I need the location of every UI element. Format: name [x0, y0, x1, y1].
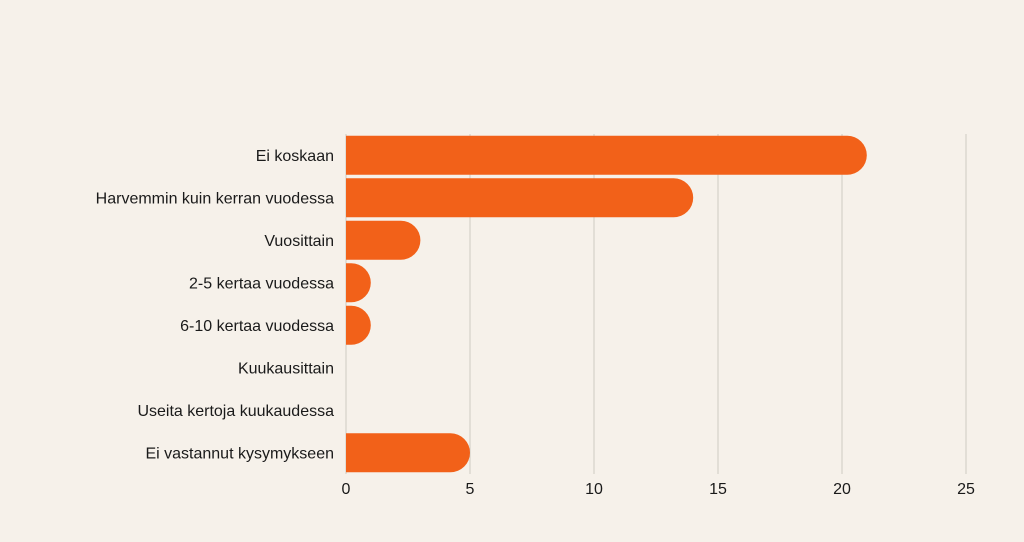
bars: [346, 135, 867, 473]
x-tick-label: 25: [957, 481, 975, 498]
category-label: 2-5 kertaa vuodessa: [189, 275, 334, 292]
category-label: Ei koskaan: [256, 148, 334, 165]
x-tick-label: 0: [342, 481, 351, 498]
category-label: 6-10 kertaa vuodessa: [180, 318, 334, 335]
category-label: Useita kertoja kuukaudessa: [137, 403, 334, 420]
bar-3: [346, 263, 371, 303]
category-label: Kuukausittain: [238, 360, 334, 377]
bar-4: [346, 305, 371, 345]
bar-7: [346, 433, 470, 473]
bar-2: [346, 220, 421, 260]
bar-1: [346, 178, 694, 218]
x-axis-ticks: 0 5 10 15 20 25: [342, 481, 975, 498]
category-labels: Ei koskaan Harvemmin kuin kerran vuodessa…: [96, 148, 334, 463]
x-tick-label: 5: [466, 481, 475, 498]
bar-0: [346, 135, 867, 175]
category-label: Harvemmin kuin kerran vuodessa: [96, 190, 334, 207]
x-tick-label: 10: [585, 481, 603, 498]
category-label: Ei vastannut kysymykseen: [145, 445, 334, 462]
category-label: Vuosittain: [264, 233, 334, 250]
x-tick-label: 20: [833, 481, 851, 498]
x-tick-label: 15: [709, 481, 727, 498]
